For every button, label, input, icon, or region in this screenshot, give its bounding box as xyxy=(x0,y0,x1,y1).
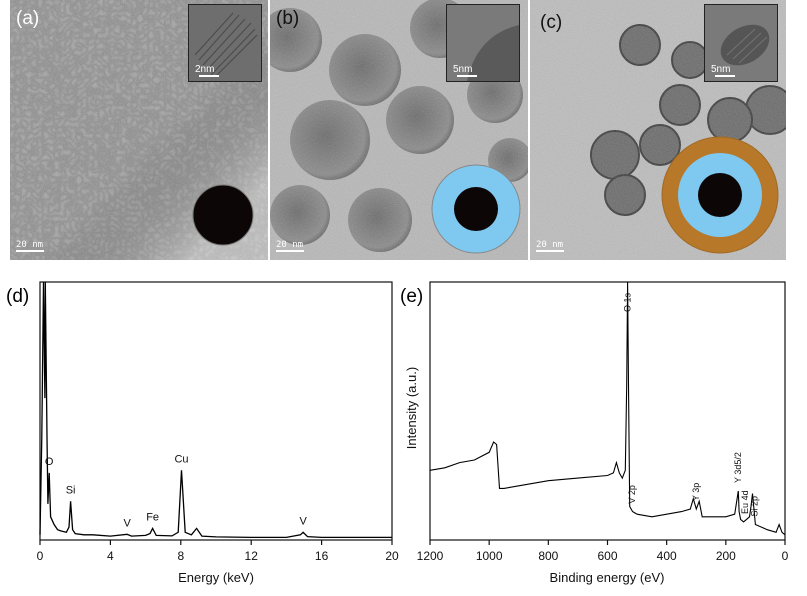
scale-label-c: 20 nm xyxy=(536,240,564,250)
peak-label: Y 3d5/2 xyxy=(733,452,743,483)
inset-scale-label-b: 5nm xyxy=(453,64,473,75)
peak-label: Eu 4d xyxy=(740,490,750,514)
panel-label-d: (d) xyxy=(6,286,29,307)
panel-label-a: (a) xyxy=(16,8,40,29)
edx-plot-frame xyxy=(39,281,393,541)
hrtem-inset-a: 2nm xyxy=(188,4,262,82)
panel-label-b: (b) xyxy=(276,8,300,29)
xps-y-axis-title: Intensity (a.u.) xyxy=(404,367,419,449)
core-double-shell-schematic-icon xyxy=(661,136,779,254)
panel-label-c: (c) xyxy=(540,12,563,33)
xps-chart-svg: (e) 1200 1000 800 600 400 200 0 O 1s V 2p Y 3p Y … xyxy=(400,281,789,585)
x-tick-label: 12 xyxy=(245,549,259,563)
inset-scale-label-c: 5nm xyxy=(711,64,731,75)
scale-label-a: 20 nm xyxy=(16,240,44,250)
peak-label: V xyxy=(299,515,307,527)
peak-label: Si xyxy=(66,484,76,496)
scale-bar-b xyxy=(276,250,304,252)
hrtem-shell-image xyxy=(447,5,519,81)
peak-label: Si 2p xyxy=(750,496,760,517)
hrtem-inset-b: 5nm xyxy=(446,4,520,82)
x-tick-label: 16 xyxy=(315,549,329,563)
scale-label-b: 20 nm xyxy=(276,240,304,250)
x-tick-label: 8 xyxy=(177,549,184,563)
xps-plot-frame xyxy=(429,281,786,541)
edx-x-axis-title: Energy (keV) xyxy=(178,570,254,585)
core-shell-schematic-icon xyxy=(431,164,521,254)
tem-panel-a: (a) 2nm 20 nm xyxy=(10,0,268,260)
x-tick-label: 600 xyxy=(597,549,617,563)
peak-label: Fe xyxy=(146,511,159,523)
edx-spectrum-line xyxy=(39,281,392,539)
scale-bar-c xyxy=(536,250,564,252)
x-tick-label: 4 xyxy=(107,549,114,563)
peak-label: Cu xyxy=(174,453,188,465)
x-tick-label: 800 xyxy=(538,549,558,563)
edx-chart-svg: (d) 0 4 8 12 16 20 O Si V Fe Cu V Energy (keV) xyxy=(6,281,399,585)
edx-chart: (d) 0 4 8 12 16 20 O Si V Fe Cu V Energy (keV) xyxy=(0,268,400,596)
lattice-fringes-image xyxy=(189,5,261,81)
xps-spectrum-line xyxy=(429,281,786,536)
x-tick-label: 20 xyxy=(385,549,399,563)
peak-label: V 2p xyxy=(627,485,637,504)
x-tick-label: 200 xyxy=(716,549,736,563)
panel-label-e: (e) xyxy=(400,286,423,307)
peak-label: V xyxy=(123,517,131,529)
xps-x-axis-title: Binding energy (eV) xyxy=(550,570,665,585)
x-tick-label: 400 xyxy=(657,549,677,563)
peak-label: O 1s xyxy=(623,292,633,312)
tem-panel-c: (c) 5nm 20 nm xyxy=(530,0,786,260)
xps-chart: (e) 1200 1000 800 600 400 200 0 O 1s V 2p Y 3p Y … xyxy=(396,268,807,596)
x-tick-label: 1200 xyxy=(417,549,444,563)
x-tick-label: 0 xyxy=(37,549,44,563)
inset-scale-label-a: 2nm xyxy=(195,64,215,75)
x-tick-label: 0 xyxy=(782,549,789,563)
lattice-fringes-image-c xyxy=(705,5,777,81)
x-tick-label: 1000 xyxy=(476,549,503,563)
tem-panel-b: (b) 5nm 20 nm xyxy=(270,0,528,260)
scale-bar-a xyxy=(16,250,44,252)
core-schematic-icon xyxy=(192,184,254,246)
peak-label: O xyxy=(45,456,54,468)
peak-label: Y 3p xyxy=(691,483,701,501)
hrtem-inset-c: 5nm xyxy=(704,4,778,82)
